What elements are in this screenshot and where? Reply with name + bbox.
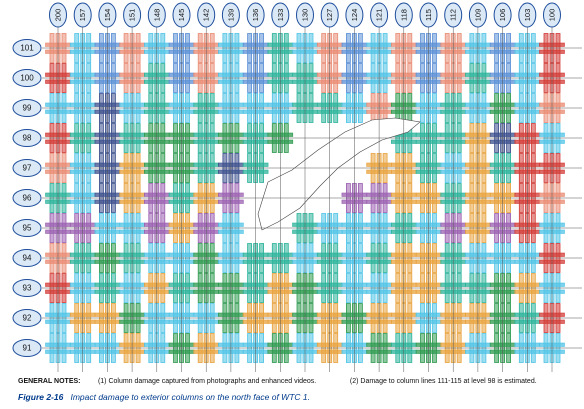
svg-text:115: 115 bbox=[424, 9, 433, 21]
svg-text:101: 101 bbox=[20, 44, 34, 53]
svg-text:136: 136 bbox=[251, 9, 260, 22]
svg-text:127: 127 bbox=[325, 9, 334, 22]
svg-text:99: 99 bbox=[23, 104, 32, 113]
svg-text:109: 109 bbox=[473, 9, 482, 22]
notes-heading: GENERAL NOTES: bbox=[18, 378, 81, 385]
svg-text:148: 148 bbox=[152, 9, 161, 22]
svg-text:112: 112 bbox=[449, 9, 458, 21]
svg-text:118: 118 bbox=[399, 9, 408, 21]
column-label: 136 bbox=[246, 2, 265, 372]
column-label: 103 bbox=[518, 2, 537, 372]
column-label: 127 bbox=[320, 2, 339, 372]
svg-text:142: 142 bbox=[202, 9, 211, 22]
level-label: 92 bbox=[12, 309, 582, 327]
column-label: 118 bbox=[394, 2, 413, 372]
svg-text:100: 100 bbox=[548, 9, 557, 22]
svg-text:103: 103 bbox=[523, 9, 532, 22]
column-label: 130 bbox=[296, 2, 314, 372]
svg-text:94: 94 bbox=[23, 254, 32, 263]
figure-label: Figure 2-16 bbox=[18, 392, 64, 402]
column-label: 142 bbox=[197, 2, 216, 372]
svg-text:133: 133 bbox=[276, 9, 285, 22]
svg-text:200: 200 bbox=[54, 9, 63, 22]
general-notes: GENERAL NOTES: (1) Column damage capture… bbox=[18, 378, 578, 385]
wtc-column-damage-diagram: 200 157 154 151 148 145 142 139 136 133 130 127 124 1… bbox=[12, 2, 582, 372]
svg-text:124: 124 bbox=[350, 9, 359, 22]
note-1: (1) Column damage captured from photogra… bbox=[97, 378, 317, 385]
svg-text:145: 145 bbox=[177, 9, 186, 22]
column-label: 151 bbox=[123, 2, 142, 372]
svg-text:139: 139 bbox=[226, 9, 235, 22]
svg-text:93: 93 bbox=[23, 284, 32, 293]
column-label: 124 bbox=[345, 2, 364, 372]
svg-text:106: 106 bbox=[498, 9, 507, 22]
column-labels-layer: 200 157 154 151 148 145 142 139 136 133 130 127 124 1… bbox=[49, 2, 561, 372]
column-label: 106 bbox=[493, 2, 512, 372]
figure-caption: Figure 2-16 Impact damage to exterior co… bbox=[18, 392, 310, 402]
level-label: 100 bbox=[12, 69, 582, 87]
column-label: 133 bbox=[271, 2, 290, 372]
column-label: 157 bbox=[73, 2, 92, 372]
svg-text:151: 151 bbox=[128, 9, 137, 22]
svg-text:97: 97 bbox=[23, 164, 32, 173]
svg-text:95: 95 bbox=[23, 224, 32, 233]
column-label: 115 bbox=[419, 2, 438, 372]
svg-text:157: 157 bbox=[78, 9, 87, 22]
column-label: 200 bbox=[49, 2, 67, 372]
level-labels-layer: 101 100 99 98 97 96 95 94 93 92 91 bbox=[12, 39, 582, 357]
level-label: 96 bbox=[12, 189, 582, 207]
svg-text:130: 130 bbox=[301, 9, 310, 22]
level-label: 95 bbox=[12, 219, 582, 237]
column-label: 121 bbox=[370, 2, 389, 372]
level-label: 101 bbox=[12, 39, 582, 57]
column-label: 145 bbox=[172, 2, 191, 372]
note-2: (2) Damage to column lines 111-115 at le… bbox=[349, 378, 537, 385]
column-label: 109 bbox=[468, 2, 487, 372]
level-label: 98 bbox=[12, 129, 582, 147]
column-label: 148 bbox=[147, 2, 166, 372]
svg-text:96: 96 bbox=[23, 194, 32, 203]
level-label: 99 bbox=[12, 99, 582, 117]
figure-caption-text: Impact damage to exterior columns on the… bbox=[70, 392, 310, 402]
svg-text:154: 154 bbox=[103, 9, 112, 22]
svg-text:98: 98 bbox=[23, 134, 32, 143]
column-label: 100 bbox=[543, 2, 561, 372]
column-label: 154 bbox=[98, 2, 117, 372]
column-label: 139 bbox=[221, 2, 240, 372]
level-label: 94 bbox=[12, 249, 582, 267]
svg-text:92: 92 bbox=[23, 314, 32, 323]
svg-text:121: 121 bbox=[375, 9, 384, 22]
svg-text:100: 100 bbox=[20, 74, 34, 83]
level-label: 91 bbox=[12, 339, 582, 357]
column-label: 112 bbox=[444, 2, 463, 372]
svg-text:91: 91 bbox=[23, 344, 32, 353]
level-label: 93 bbox=[12, 279, 582, 297]
level-label: 97 bbox=[12, 159, 582, 177]
